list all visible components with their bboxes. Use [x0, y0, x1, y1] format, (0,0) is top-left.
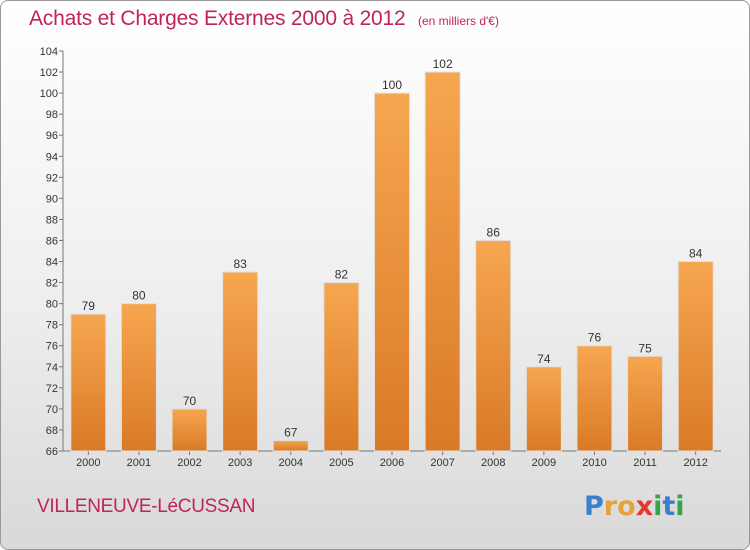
bar-2005: [323, 282, 360, 452]
chart-bars: [70, 71, 714, 452]
x-tick-label: 2005: [329, 457, 353, 469]
y-tick-label: 82: [46, 278, 58, 290]
bar-value-label: 83: [233, 257, 247, 271]
chart-subtitle: (en milliers d'€): [418, 14, 499, 28]
bar-value-label: 82: [335, 268, 349, 282]
logo-letter: P: [584, 491, 604, 522]
bar-2002: [171, 408, 208, 452]
x-tick-label: 2011: [633, 457, 657, 469]
y-tick-label: 88: [46, 214, 58, 226]
bar-2004: [272, 439, 309, 452]
y-tick-label: 72: [46, 383, 58, 395]
y-tick-label: 98: [46, 109, 58, 121]
x-tick-label: 2000: [76, 457, 100, 469]
y-tick-label: 66: [46, 446, 58, 458]
logo-letter: i: [653, 491, 663, 522]
bar-2011: [627, 355, 664, 452]
bar-value-label: 84: [689, 247, 703, 261]
bar-value-label: 75: [638, 341, 652, 355]
y-tick-label: 86: [46, 235, 58, 247]
bar-2000: [70, 313, 107, 452]
y-tick-label: 100: [40, 88, 58, 100]
bar-2006: [374, 92, 410, 452]
y-tick-label: 74: [46, 362, 58, 374]
y-tick-label: 84: [46, 257, 58, 269]
logo-letter: r: [603, 491, 618, 522]
logo-letter: o: [617, 491, 636, 522]
y-tick-label: 104: [40, 46, 58, 58]
logo-letter: x: [635, 491, 654, 522]
y-tick-label: 80: [46, 299, 58, 311]
proxiti-logo[interactable]: Proxiti: [584, 491, 685, 522]
y-tick-label: 78: [46, 320, 58, 332]
x-tick-label: 2007: [430, 457, 454, 469]
bar-value-label: 74: [537, 352, 551, 366]
bar-value-label: 67: [284, 425, 298, 439]
y-tick-label: 96: [46, 130, 58, 142]
x-tick-label: 2006: [380, 457, 404, 469]
commune-name: VILLENEUVE-LéCUSSAN: [37, 496, 256, 517]
bar-2009: [525, 366, 562, 452]
x-tick-label: 2008: [481, 457, 505, 469]
bar-value-label: 102: [433, 57, 453, 71]
logo-letter: t: [662, 491, 676, 522]
x-tick-label: 2012: [683, 457, 707, 469]
bar-2008: [475, 239, 512, 452]
y-tick-label: 70: [46, 404, 58, 416]
x-tick-label: 2001: [127, 457, 151, 469]
y-tick-label: 90: [46, 193, 58, 205]
bar-2012: [677, 261, 714, 452]
y-tick-label: 92: [46, 172, 58, 184]
x-tick-label: 2004: [279, 457, 303, 469]
bar-value-label: 86: [487, 225, 501, 239]
x-tick-label: 2002: [177, 457, 201, 469]
chart-title: Achats et Charges Externes 2000 à 2012: [29, 7, 406, 30]
chart-labels: 79 2000 80 2001 70 2002 83 2003 67 2004 82 2005 100 2…: [76, 57, 708, 469]
bar-2003: [222, 271, 259, 452]
y-tick-label: 102: [40, 67, 58, 79]
x-tick-label: 2009: [532, 457, 556, 469]
bar-2001: [120, 303, 157, 452]
bar-value-label: 76: [588, 331, 602, 345]
bar-value-label: 80: [132, 289, 146, 303]
x-tick-label: 2003: [228, 457, 252, 469]
logo-letter: i: [675, 491, 685, 522]
bar-value-label: 100: [382, 78, 402, 92]
x-tick-label: 2010: [582, 457, 606, 469]
y-tick-label: 68: [46, 425, 58, 437]
bar-2010: [576, 345, 613, 452]
bar-value-label: 70: [183, 394, 197, 408]
bar-value-label: 79: [82, 299, 96, 313]
y-tick-label: 76: [46, 341, 58, 353]
bar-2007: [424, 71, 461, 452]
y-tick-label: 94: [46, 151, 58, 163]
